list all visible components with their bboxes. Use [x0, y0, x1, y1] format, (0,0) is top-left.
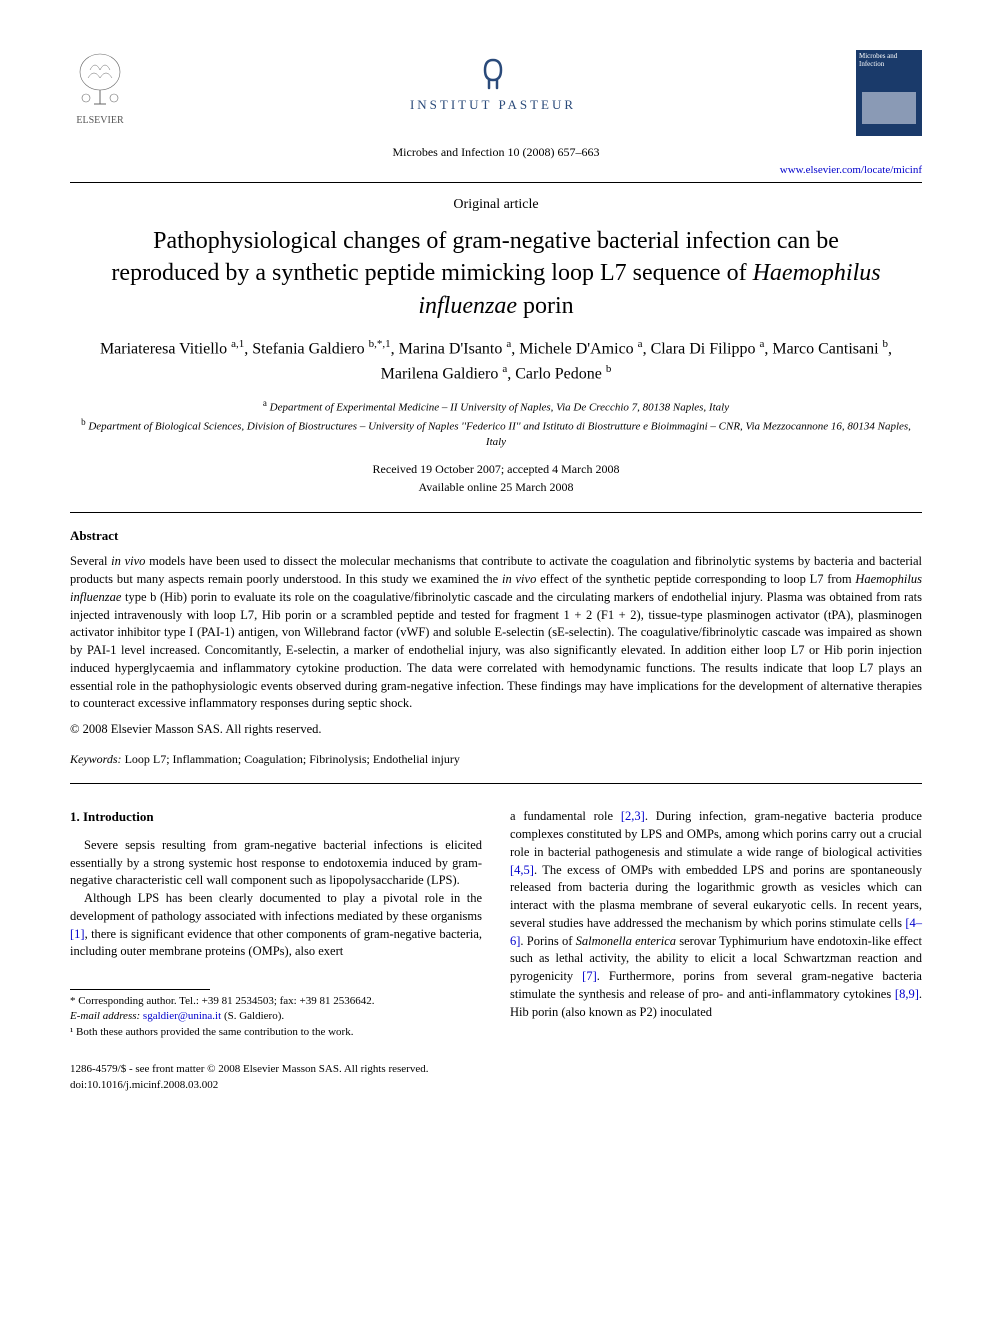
header-rule: [70, 182, 922, 183]
abstract-bottom-rule: [70, 783, 922, 784]
front-matter-line: 1286-4579/$ - see front matter © 2008 El…: [70, 1062, 922, 1077]
footnotes-rule: [70, 989, 210, 990]
journal-cover-image: [862, 92, 916, 124]
journal-cover-title: Microbes and Infection: [859, 53, 919, 68]
title-pre: Pathophysiological changes of gram-negat…: [111, 228, 838, 286]
date-received: Received 19 October 2007; accepted 4 Mar…: [70, 460, 922, 478]
copyright-line: © 2008 Elsevier Masson SAS. All rights r…: [70, 721, 922, 739]
keywords-values: Loop L7; Inflammation; Coagulation; Fibr…: [122, 752, 460, 766]
ref-link-7[interactable]: [7]: [582, 969, 597, 983]
ref-link-4-5[interactable]: [4,5]: [510, 863, 534, 877]
journal-url-text: www.elsevier.com/locate/micinf: [780, 164, 922, 176]
affiliation-a: Department of Experimental Medicine – II…: [270, 401, 729, 413]
ref-link-1[interactable]: [1]: [70, 927, 85, 941]
intro-para-2: Although LPS has been clearly documented…: [70, 890, 482, 961]
page-header: ELSEVIER INSTITUT PASTEUR Microbes and I…: [70, 50, 922, 136]
intro-para-2-continued: a fundamental role [2,3]. During infecti…: [510, 808, 922, 1021]
footnotes: * Corresponding author. Tel.: +39 81 253…: [70, 994, 482, 1040]
ref-link-2-3[interactable]: [2,3]: [621, 809, 645, 823]
affiliation-b: Department of Biological Sciences, Divis…: [88, 420, 911, 447]
ref-link-8-9[interactable]: [8,9]: [895, 987, 919, 1001]
article-dates: Received 19 October 2007; accepted 4 Mar…: [70, 460, 922, 496]
footnote-email: E-mail address: sgaldier@unina.it (S. Ga…: [70, 1009, 482, 1024]
journal-reference: Microbes and Infection 10 (2008) 657–663: [70, 144, 922, 161]
column-left: 1. Introduction Severe sepsis resulting …: [70, 808, 482, 1040]
column-right: a fundamental role [2,3]. During infecti…: [510, 808, 922, 1040]
elsevier-label: ELSEVIER: [76, 114, 123, 128]
abstract-top-rule: [70, 512, 922, 513]
title-post: porin: [517, 293, 574, 319]
abstract-text: Several in vivo models have been used to…: [70, 553, 922, 713]
pasteur-label: INSTITUT PASTEUR: [410, 96, 576, 114]
journal-cover-block: Microbes and Infection: [856, 50, 922, 136]
doi-line: doi:10.1016/j.micinf.2008.03.002: [70, 1078, 922, 1093]
email-link[interactable]: sgaldier@unina.it: [143, 1010, 221, 1022]
footnote-equal-contrib: ¹ Both these authors provided the same c…: [70, 1025, 482, 1040]
article-title: Pathophysiological changes of gram-negat…: [100, 225, 892, 322]
pasteur-logo-icon: [475, 56, 511, 92]
keywords-label: Keywords:: [70, 752, 122, 766]
article-type: Original article: [70, 195, 922, 215]
author-list: Mariateresa Vitiello a,1, Stefania Galdi…: [70, 336, 922, 387]
journal-url-link[interactable]: www.elsevier.com/locate/micinf: [70, 163, 922, 178]
intro-para-1: Severe sepsis resulting from gram-negati…: [70, 837, 482, 890]
abstract-heading: Abstract: [70, 527, 922, 545]
affiliations: a Department of Experimental Medicine – …: [70, 397, 922, 450]
body-columns: 1. Introduction Severe sepsis resulting …: [70, 808, 922, 1040]
keywords-line: Keywords: Loop L7; Inflammation; Coagula…: [70, 751, 922, 768]
elsevier-tree-icon: [70, 50, 130, 110]
pasteur-brand: INSTITUT PASTEUR: [410, 56, 576, 114]
introduction-heading: 1. Introduction: [70, 808, 482, 826]
bottom-meta: 1286-4579/$ - see front matter © 2008 El…: [70, 1062, 922, 1093]
footnote-corresponding: * Corresponding author. Tel.: +39 81 253…: [70, 994, 482, 1009]
journal-cover: Microbes and Infection: [856, 50, 922, 136]
elsevier-logo: ELSEVIER: [70, 50, 130, 128]
date-available: Available online 25 March 2008: [70, 478, 922, 496]
